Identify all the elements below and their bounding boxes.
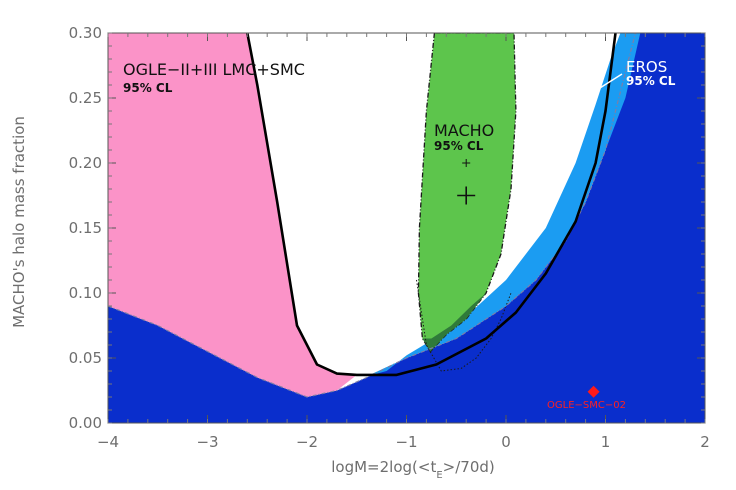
x-axis-title: logM=2log(<tE>/70d) (331, 458, 495, 481)
markers (457, 159, 600, 398)
x-axis-ticks: −4 −3 −2 −1 0 1 2 (97, 33, 710, 451)
x-tick-label: 2 (700, 433, 710, 451)
y-axis-ticks: 0.00 0.05 0.10 0.15 0.20 0.25 0.30 (69, 24, 705, 432)
x-tick-label: −2 (296, 433, 318, 451)
annotation-macho-cl: 95% CL (434, 139, 484, 153)
annotation-ogle-title: OGLE−II+III LMC+SMC (123, 60, 305, 79)
ogle-excluded-region (108, 33, 705, 423)
y-tick-label: 0.20 (69, 154, 102, 172)
annotation-ogle-smc-02: OGLE−SMC−02 (547, 400, 626, 411)
macho-dotted-contour (416, 279, 512, 372)
annotation-macho-title: MACHO (434, 121, 494, 140)
x-tick-label: −4 (97, 433, 119, 451)
y-axis-title: MACHO's halo mass fraction (10, 116, 28, 328)
eros-pointer-line (591, 73, 623, 94)
y-tick-label: 0.25 (69, 89, 102, 107)
y-tick-label: 0.15 (69, 219, 102, 237)
annotation-eros-cl: 95% CL (626, 74, 676, 88)
x-tick-label: 0 (501, 433, 511, 451)
y-tick-label: 0.00 (69, 414, 102, 432)
x-tick-label: 1 (601, 433, 611, 451)
ogle-limit-curve (246, 33, 617, 377)
ogle-smc-02-marker (587, 385, 600, 398)
y-tick-label: 0.10 (69, 284, 102, 302)
eros-region (366, 33, 641, 377)
annotation-ogle-cl: 95% CL (123, 81, 173, 95)
pink-region (108, 33, 357, 397)
y-tick-label: 0.30 (69, 24, 102, 42)
y-tick-label: 0.05 (69, 349, 102, 367)
x-tick-label: −1 (395, 433, 417, 451)
annotation-eros-title: EROS (626, 58, 667, 76)
macho-best-fit-marker (457, 186, 476, 205)
ogle-dashdot-boundary (108, 33, 636, 398)
x-tick-label: −3 (196, 433, 218, 451)
macho-secondary-marker (462, 159, 471, 167)
macho-overlap-region (422, 293, 487, 352)
